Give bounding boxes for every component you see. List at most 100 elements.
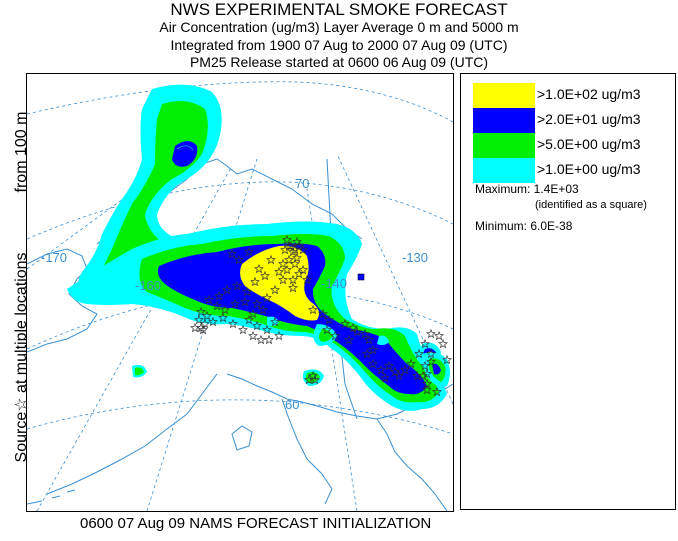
source-star-icon [270, 316, 280, 327]
subtitle-integration: Integrated from 1900 07 Aug to 2000 07 A… [170, 37, 508, 53]
source-star-icon [406, 358, 416, 369]
source-star-icon [252, 298, 262, 309]
source-star-icon [248, 330, 258, 341]
legend-swatch [473, 108, 535, 133]
lon-line-170 [27, 133, 213, 270]
source-star-icon [220, 304, 230, 315]
source-star-icon [196, 322, 206, 333]
legend-max-note: (identified as a square) [535, 199, 647, 211]
maximum-square-icon [357, 273, 365, 281]
lon-line-150 [146, 158, 258, 511]
source-star-icon [250, 276, 260, 287]
source-star-icon [418, 370, 428, 381]
source-star-icon [362, 348, 372, 359]
source-star-icon [230, 298, 240, 309]
lat-line-75 [27, 81, 453, 123]
source-star-icon [318, 308, 328, 319]
source-star-icon [286, 240, 296, 251]
contour-level3-interior [157, 243, 427, 395]
source-star-icon [222, 284, 232, 295]
source-star-icon [252, 320, 262, 331]
source-star-icon [260, 270, 270, 281]
source-star-icon [278, 274, 288, 285]
source-star-icon [302, 274, 312, 285]
source-star-icon [390, 366, 400, 377]
source-star-icon [364, 334, 374, 345]
source-star-icon [256, 334, 266, 345]
source-star-icon [234, 254, 244, 265]
source-star-icon [294, 268, 304, 279]
source-star-icon [420, 360, 430, 371]
map-panel: 70 60 -170 -160 -140 -130 [26, 73, 454, 512]
contour-level3-panhandle [432, 363, 441, 375]
source-star-icon [298, 244, 308, 255]
source-star-icon [278, 258, 288, 269]
subtitle-release: PM25 Release started at 0600 06 Aug 09 (… [189, 54, 489, 70]
source-star-icon [232, 280, 242, 291]
contour-level4-interior [240, 245, 319, 321]
source-star-icon [438, 338, 448, 349]
smoke-plume-interior [67, 221, 450, 411]
source-star-icon [352, 326, 362, 337]
legend-label: >2.0E+01 ug/m3 [537, 111, 641, 127]
source-star-icon [288, 274, 298, 285]
lon-label-130: -130 [402, 250, 428, 265]
contour-level1-patch-b [377, 335, 389, 346]
contour-level3-north-edge [176, 145, 194, 151]
source-star-icon [432, 386, 442, 397]
source-star-icon [196, 306, 206, 317]
source-star-icon [274, 266, 284, 277]
source-star-icon [422, 368, 432, 379]
west-coast [27, 248, 98, 353]
aleutian-islands [27, 489, 76, 505]
source-star-icon [310, 374, 320, 385]
source-star-icon [264, 334, 274, 345]
legend-swatch [473, 83, 535, 108]
lat-label-70: 70 [295, 176, 309, 191]
source-star-icon [228, 318, 238, 329]
source-star-icon [330, 330, 340, 341]
lat-line-70 [27, 181, 453, 240]
source-star-icon [308, 370, 318, 381]
source-star-icon [248, 308, 258, 319]
source-star-icon [212, 300, 222, 311]
legend-swatch [473, 133, 535, 158]
source-star-icon [244, 246, 254, 257]
source-star-icon [288, 282, 298, 293]
source-star-icon [204, 294, 214, 305]
source-star-icon [266, 254, 276, 265]
source-star-icon [434, 330, 444, 341]
source-star-icon [324, 314, 334, 325]
lon-line-130 [336, 153, 453, 405]
kenai-coast [281, 398, 333, 505]
grid-labels: 70 60 -170 -160 -140 -130 [41, 176, 428, 412]
source-star-icon [400, 364, 410, 375]
source-star-icon [384, 360, 394, 371]
source-star-icon [292, 252, 302, 263]
source-star-icon [322, 324, 332, 335]
source-star-icon [422, 384, 432, 395]
source-star-icon [202, 310, 212, 321]
page-title: NWS EXPERIMENTAL SMOKE FORECAST [170, 0, 508, 19]
legend-minimum: Minimum: 6.0E-38 [475, 219, 573, 233]
source-star-icon [294, 240, 304, 251]
panhandle-coast [376, 418, 448, 511]
source-star-icon [282, 264, 292, 275]
peninsula-coast [46, 373, 218, 495]
legend-label: >5.0E+00 ug/m3 [537, 136, 641, 152]
source-star-icon [426, 356, 436, 367]
legend-label: >1.0E+02 ug/m3 [537, 86, 641, 102]
kodiak-island [231, 425, 253, 451]
lat-line-65 [27, 288, 453, 350]
source-star-icon [200, 318, 210, 329]
source-star-icon [442, 354, 452, 365]
source-star-icon [376, 364, 386, 375]
contour-level2-patch-a [135, 367, 144, 376]
lon-label-160: -160 [135, 278, 161, 293]
source-star-icon [240, 296, 250, 307]
source-star-icon [414, 348, 424, 359]
source-star-icon [208, 316, 218, 327]
source-star-icon [218, 312, 228, 323]
source-star-icon [426, 328, 436, 339]
source-star-icon [254, 263, 264, 274]
